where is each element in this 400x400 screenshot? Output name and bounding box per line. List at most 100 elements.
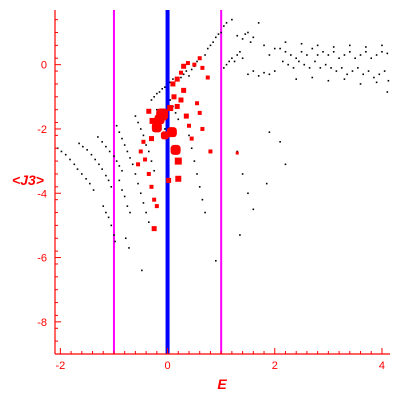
point-s1-23 bbox=[171, 94, 177, 100]
point-s0-58 bbox=[139, 192, 142, 195]
point-s0-151 bbox=[314, 60, 316, 63]
point-s1-3 bbox=[148, 136, 154, 142]
point-s0-66 bbox=[158, 91, 161, 93]
point-s0-108 bbox=[233, 60, 236, 63]
point-s0-188 bbox=[359, 83, 362, 85]
point-s0-136 bbox=[284, 50, 287, 53]
point-s0-32 bbox=[113, 234, 115, 236]
point-s0-43 bbox=[123, 195, 126, 198]
point-s0-104 bbox=[223, 67, 225, 69]
point-s0-127 bbox=[273, 47, 276, 50]
point-s0-180 bbox=[332, 46, 335, 48]
point-s0-13 bbox=[90, 153, 93, 156]
point-s0-164 bbox=[381, 50, 383, 53]
point-s0-156 bbox=[338, 57, 340, 60]
point-s0-152 bbox=[319, 67, 322, 69]
point-s1-29 bbox=[185, 61, 190, 66]
point-s0-150 bbox=[308, 67, 311, 69]
point-s0-14 bbox=[94, 158, 96, 161]
point-s0-144 bbox=[327, 54, 330, 56]
point-s0-20 bbox=[97, 136, 99, 138]
point-s0-143 bbox=[322, 50, 324, 53]
point-s0-51 bbox=[142, 134, 145, 137]
point-s0-100 bbox=[220, 31, 222, 34]
point-s0-125 bbox=[273, 70, 276, 72]
point-s0-185 bbox=[311, 76, 314, 79]
point-s0-88 bbox=[190, 147, 193, 150]
y-axis-title: <J3> bbox=[12, 172, 44, 188]
point-s0-24 bbox=[113, 155, 115, 158]
point-s1-8 bbox=[146, 171, 151, 176]
point-s1-11 bbox=[154, 204, 159, 209]
point-s0-132 bbox=[265, 182, 268, 185]
point-s0-122 bbox=[257, 75, 260, 77]
point-s0-83 bbox=[190, 68, 193, 71]
point-s0-94 bbox=[204, 54, 206, 56]
point-s1-33 bbox=[183, 113, 189, 119]
point-s1-36 bbox=[195, 101, 200, 106]
point-s0-69 bbox=[169, 81, 172, 84]
point-s0-97 bbox=[212, 41, 214, 43]
point-s0-131 bbox=[252, 208, 255, 211]
point-s0-189 bbox=[375, 81, 378, 84]
point-s0-166 bbox=[335, 70, 338, 72]
point-s0-57 bbox=[137, 182, 139, 185]
point-s0-67 bbox=[161, 87, 163, 90]
point-s0-42 bbox=[121, 189, 123, 191]
point-s0-160 bbox=[359, 54, 362, 56]
point-s1-34 bbox=[187, 123, 191, 128]
point-s0-119 bbox=[263, 44, 265, 47]
point-s0-116 bbox=[249, 41, 252, 43]
point-s0-109 bbox=[236, 54, 239, 56]
point-s1-35 bbox=[189, 136, 194, 141]
point-s1-31 bbox=[197, 56, 202, 61]
point-s0-55 bbox=[153, 169, 155, 172]
point-s0-18 bbox=[107, 179, 110, 182]
point-s0-37 bbox=[123, 144, 126, 146]
point-s0-149 bbox=[303, 63, 306, 66]
point-s0-41 bbox=[118, 179, 121, 182]
point-s1-10 bbox=[152, 197, 157, 202]
point-s0-93 bbox=[204, 211, 206, 214]
point-s0-145 bbox=[282, 60, 284, 63]
point-s0-129 bbox=[241, 173, 244, 175]
point-s0-27 bbox=[121, 169, 123, 172]
point-s1-24 bbox=[174, 103, 180, 109]
point-s0-91 bbox=[198, 186, 201, 188]
point-s0-120 bbox=[247, 73, 249, 76]
point-s1-19 bbox=[174, 157, 182, 165]
point-s0-44 bbox=[126, 205, 129, 207]
point-s0-3 bbox=[69, 158, 71, 161]
point-s0-130 bbox=[247, 192, 249, 195]
point-s0-64 bbox=[153, 96, 155, 98]
point-s0-159 bbox=[354, 57, 356, 60]
point-s0-135 bbox=[279, 47, 281, 50]
point-s0-89 bbox=[193, 160, 196, 162]
point-s0-106 bbox=[228, 60, 230, 63]
point-s0-171 bbox=[362, 73, 364, 76]
point-s0-15 bbox=[98, 163, 100, 166]
point-s0-70 bbox=[172, 78, 174, 80]
point-s0-45 bbox=[129, 211, 131, 214]
point-s0-140 bbox=[306, 54, 308, 56]
point-s0-193 bbox=[279, 141, 281, 143]
point-s0-139 bbox=[300, 50, 303, 53]
point-s0-96 bbox=[209, 44, 212, 47]
point-s0-105 bbox=[225, 63, 228, 66]
point-s0-167 bbox=[340, 67, 343, 69]
point-s0-9 bbox=[92, 189, 95, 191]
point-s0-95 bbox=[206, 47, 209, 50]
point-s0-158 bbox=[349, 50, 351, 53]
point-s0-36 bbox=[121, 137, 123, 140]
point-s0-182 bbox=[365, 46, 367, 48]
point-s0-103 bbox=[231, 18, 233, 21]
point-s0-16 bbox=[101, 168, 103, 170]
point-s1-15 bbox=[151, 122, 162, 133]
x-axis-title: E bbox=[217, 376, 227, 392]
point-s0-38 bbox=[126, 150, 129, 153]
x-tick-label: 2 bbox=[272, 360, 278, 372]
point-s0-191 bbox=[215, 259, 217, 262]
point-s0-34 bbox=[115, 124, 118, 127]
point-s0-5 bbox=[76, 168, 79, 170]
